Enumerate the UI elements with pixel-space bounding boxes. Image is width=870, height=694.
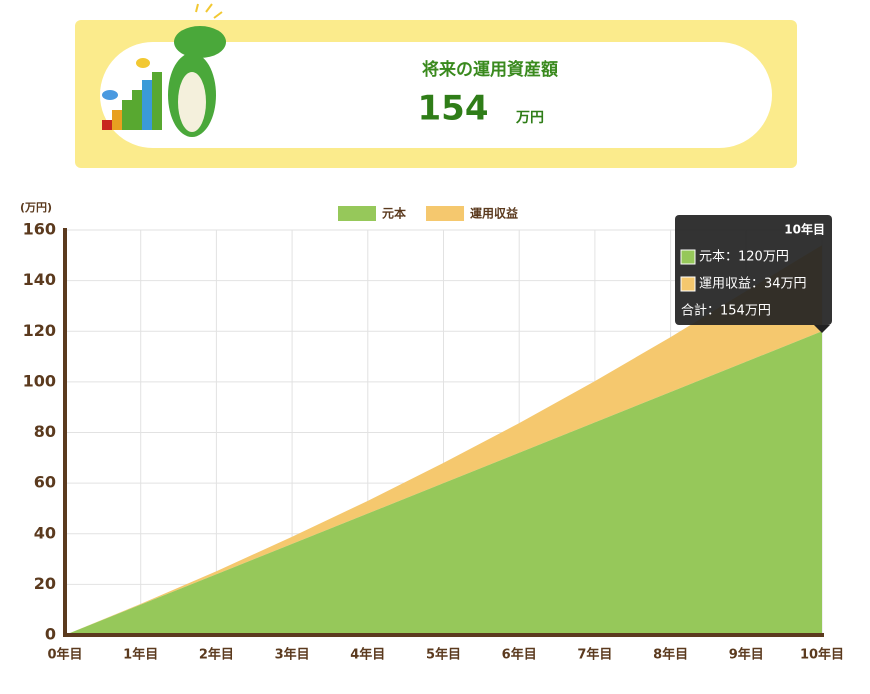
tooltip-line: 運用収益：34万円 [699,277,807,292]
area [65,331,822,635]
legend-label: 元本 [382,206,406,221]
x-tick-label: 9年目 [729,647,764,663]
banner-title: 将来の運用資産額 [422,59,558,80]
x-tick-label: 2年目 [199,647,234,663]
tooltip-pointer [814,325,830,333]
x-tick-label: 1年目 [123,647,158,663]
legend-label: 運用収益 [470,206,518,221]
banner-inner [100,42,772,148]
x-tick-label: 4年目 [350,647,385,663]
tooltip-box [675,215,832,325]
y-tick-label: 0 [45,625,56,644]
x-tick-label: 5年目 [426,647,461,663]
legend-swatch [426,206,465,221]
y-tick-label: 120 [23,321,56,340]
y-tick-label: 40 [34,523,56,542]
tooltip-line: 合計：154万円 [681,303,771,319]
y-tick-label: 20 [34,574,56,593]
y-tick-label: 60 [34,473,56,492]
y-tick-label: 100 [23,371,56,390]
y-axis-label: (万円) [20,201,52,214]
tooltip-line: 元本：120万円 [699,250,789,265]
x-tick-label: 3年目 [275,647,310,663]
y-tick-label: 160 [23,220,56,239]
y-tick-label: 140 [23,270,56,289]
x-tick-label: 7年目 [577,647,612,663]
amount-unit: 万円 [515,110,544,126]
tooltip-swatch [680,276,696,292]
tooltip-title: 10年目 [784,222,825,237]
y-tick-label: 80 [34,422,56,441]
amount: 154 [418,89,489,129]
x-tick-label: 0年目 [47,647,82,663]
mascot [102,3,226,137]
legend-swatch [338,206,376,221]
tooltip-swatch [680,249,696,265]
x-tick-label: 6年目 [502,647,537,663]
x-tick-label: 10年目 [800,647,844,663]
x-tick-label: 8年目 [653,647,688,663]
